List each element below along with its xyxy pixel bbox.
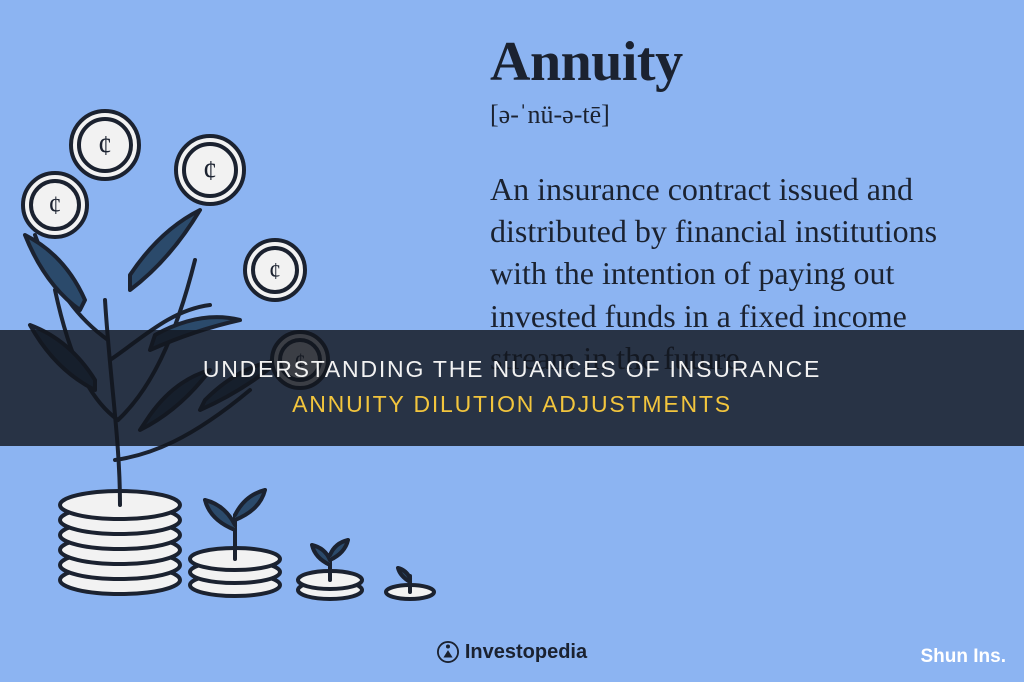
coin-flower: ¢: [71, 111, 139, 179]
logo-text: Investopedia: [465, 641, 587, 664]
title-overlay: UNDERSTANDING THE NUANCES OF INSURANCE A…: [0, 330, 1024, 446]
svg-text:¢: ¢: [49, 191, 62, 220]
logo-mark-icon: [437, 641, 459, 663]
svg-text:¢: ¢: [269, 259, 281, 285]
coin-flower: ¢: [23, 173, 87, 237]
coin-flower: ¢: [245, 240, 305, 300]
coin-flower: ¢: [176, 136, 244, 204]
investopedia-logo: Investopedia: [437, 641, 587, 664]
svg-text:¢: ¢: [203, 156, 217, 187]
definition-column: Annuity [ə-ˈnü-ə-tē] An insurance contra…: [490, 30, 1000, 379]
svg-text:¢: ¢: [98, 131, 112, 162]
infographic-canvas: ¢ ¢ ¢ ¢: [0, 0, 1024, 682]
overlay-line-1: UNDERSTANDING THE NUANCES OF INSURANCE: [40, 356, 984, 383]
pronunciation: [ə-ˈnü-ə-tē]: [490, 100, 1000, 130]
overlay-line-2: ANNUITY DILUTION ADJUSTMENTS: [40, 391, 984, 418]
logo-area: Investopedia: [0, 641, 1024, 669]
term-heading: Annuity: [490, 30, 1000, 94]
attribution-text: Shun Ins.: [921, 646, 1007, 668]
